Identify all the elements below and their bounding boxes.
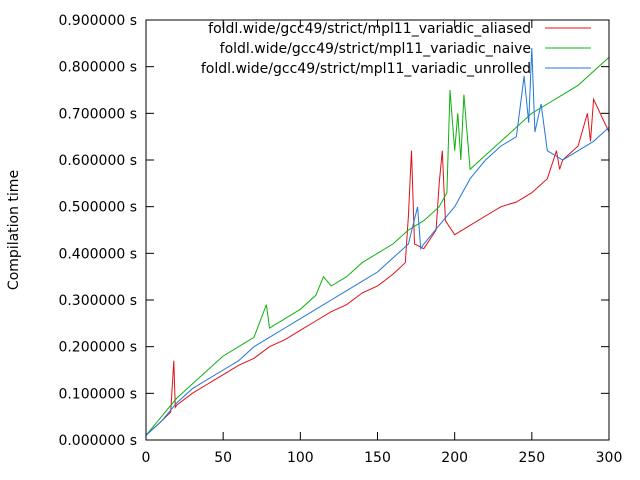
series-layer bbox=[145, 47, 610, 436]
y-tick-label: 0.900000 s bbox=[58, 13, 137, 29]
x-tick-label: 150 bbox=[364, 450, 391, 466]
x-tick-label: 250 bbox=[518, 450, 545, 466]
x-tick-label: 300 bbox=[596, 450, 623, 466]
x-tick-label: 50 bbox=[214, 450, 232, 466]
y-tick-label: 0.000000 s bbox=[58, 433, 137, 449]
y-tick-label: 0.800000 s bbox=[58, 60, 137, 76]
ticks-layer: 0.000000 s 0.100000 s 0.200000 s 0.300000 s… bbox=[58, 13, 622, 466]
legend: foldl.wide/gcc49/strict/mpl11_variadic_a… bbox=[201, 21, 591, 77]
legend-label: foldl.wide/gcc49/strict/mpl11_variadic_u… bbox=[201, 61, 531, 77]
x-tick-label: 100 bbox=[287, 450, 314, 466]
y-tick-label: 0.600000 s bbox=[58, 153, 137, 169]
y-tick-label: 0.300000 s bbox=[58, 293, 137, 309]
series-line-3 bbox=[145, 47, 610, 436]
x-tick-label: 200 bbox=[441, 450, 468, 466]
x-tick-label: 0 bbox=[142, 450, 151, 466]
y-tick-label: 0.500000 s bbox=[58, 200, 137, 216]
legend-label: foldl.wide/gcc49/strict/mpl11_variadic_a… bbox=[208, 21, 531, 37]
y-tick-label: 0.200000 s bbox=[58, 340, 137, 356]
series-line-2 bbox=[145, 56, 610, 436]
y-tick-label: 0.100000 s bbox=[58, 386, 137, 402]
y-tick-label: 0.400000 s bbox=[58, 246, 137, 262]
y-axis-title: Compilation time bbox=[6, 170, 22, 290]
legend-label: foldl.wide/gcc49/strict/mpl11_variadic_n… bbox=[220, 41, 531, 57]
y-tick-label: 0.700000 s bbox=[58, 106, 137, 122]
